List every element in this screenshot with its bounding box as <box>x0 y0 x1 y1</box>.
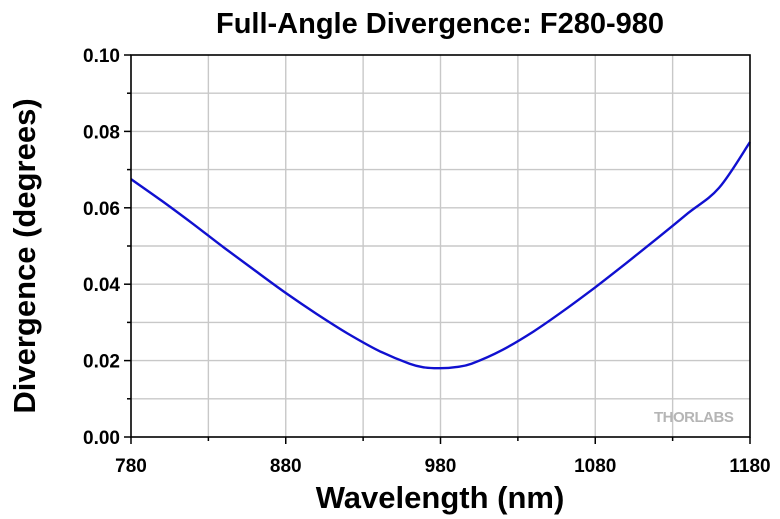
y-tick-labels: 0.00 0.02 0.04 0.06 0.08 0.10 <box>83 46 120 449</box>
series-line-divergence <box>130 141 751 370</box>
y-tick-label: 0.00 <box>83 428 120 449</box>
x-tick-label: 1180 <box>729 456 770 477</box>
y-axis-label: Divergence (degrees) <box>7 98 42 413</box>
y-tick-label: 0.08 <box>83 122 120 143</box>
thorlabs-watermark: THORLABS <box>654 409 734 426</box>
chart-title: Full-Angle Divergence: F280-980 <box>216 8 664 40</box>
y-tick-label: 0.02 <box>83 352 120 373</box>
axis-ticks <box>124 54 751 444</box>
x-tick-label: 880 <box>270 456 302 477</box>
x-tick-label: 1080 <box>574 456 616 477</box>
y-tick-label: 0.10 <box>83 46 120 67</box>
grid-lines <box>131 55 750 437</box>
x-tick-label: 780 <box>115 456 147 477</box>
x-tick-label: 980 <box>425 456 457 477</box>
x-axis-label: Wavelength (nm) <box>316 480 565 515</box>
plot-frame <box>130 54 751 438</box>
x-tick-labels: 780 880 980 1080 1180 <box>115 456 770 477</box>
y-tick-label: 0.04 <box>83 275 120 296</box>
y-tick-label: 0.06 <box>83 199 120 220</box>
